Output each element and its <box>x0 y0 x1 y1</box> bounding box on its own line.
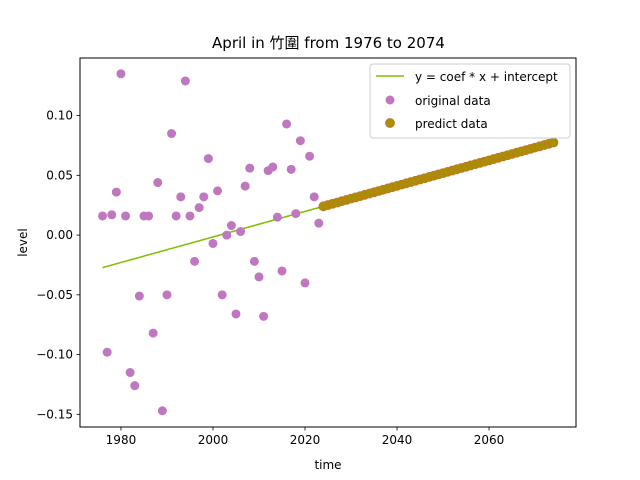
original-data-point <box>226 221 236 231</box>
original-data-point <box>268 162 278 172</box>
original-data-point <box>236 227 246 237</box>
original-data-point <box>130 381 140 391</box>
original-data-point <box>153 178 163 188</box>
original-data-point <box>185 211 195 221</box>
original-data-point <box>121 211 131 221</box>
original-data-point <box>314 218 324 228</box>
y-tick-label: −0.15 <box>36 407 73 421</box>
x-tick-label: 1980 <box>106 433 137 447</box>
y-tick-label: −0.05 <box>36 288 73 302</box>
original-data-point <box>213 186 223 196</box>
original-data-point <box>300 278 310 288</box>
original-data-point <box>116 69 126 79</box>
original-data-point <box>282 119 292 129</box>
original-data-point <box>286 164 296 174</box>
original-data-point <box>217 290 227 300</box>
original-data-point <box>203 154 213 164</box>
y-tick-label: 0.05 <box>46 168 73 182</box>
original-data-point <box>222 230 232 240</box>
original-data-point <box>157 406 167 416</box>
original-data-point <box>162 290 172 300</box>
original-data-point <box>171 211 181 221</box>
original-data-point <box>148 328 158 338</box>
y-tick-label: 0.10 <box>46 109 73 123</box>
original-data-point <box>190 256 200 266</box>
x-tick-label: 2000 <box>198 433 229 447</box>
original-data-point <box>144 211 154 221</box>
legend-label-predict: predict data <box>415 117 488 131</box>
legend-original-marker <box>385 95 395 105</box>
legend: y = coef * x + intercept original data p… <box>369 63 571 139</box>
original-data-point <box>167 129 177 139</box>
chart-title: April in 竹圍 from 1976 to 2074 <box>212 34 445 52</box>
legend-predict-marker <box>385 118 395 128</box>
original-data-point <box>277 266 287 276</box>
original-data-point <box>231 309 241 319</box>
axes-frame <box>79 57 577 428</box>
original-data-point <box>305 151 315 161</box>
x-tick-label: 2020 <box>290 433 321 447</box>
original-data-point <box>176 192 186 202</box>
legend-label-fit: y = coef * x + intercept <box>415 70 558 84</box>
original-data-point <box>291 209 301 219</box>
y-tick-label: 0.00 <box>46 228 73 242</box>
original-data-point <box>194 203 204 213</box>
original-data-point <box>208 238 218 248</box>
original-data-point <box>199 192 209 202</box>
original-data-point <box>240 181 250 191</box>
original-data-point <box>98 211 108 221</box>
plot-area <box>98 69 559 416</box>
original-data-point <box>107 210 117 220</box>
original-data-point <box>309 192 319 202</box>
y-tick-label: −0.10 <box>36 348 73 362</box>
original-data-point <box>125 368 135 378</box>
predict-data-point <box>548 137 559 148</box>
original-data-point <box>254 272 264 282</box>
x-tick-label: 2040 <box>382 433 413 447</box>
original-data-point <box>272 212 282 222</box>
original-data-point <box>295 136 305 146</box>
original-data-point <box>102 347 112 357</box>
original-data-point <box>249 256 259 266</box>
x-tick-label: 2060 <box>474 433 505 447</box>
original-data-point <box>111 187 121 197</box>
y-axis-label: level <box>16 228 30 257</box>
original-data-point <box>180 76 190 86</box>
axis-ticks: 1980 2000 2020 2040 2060 −0.15 −0.10 −0.05 0.00 0… <box>36 109 504 447</box>
legend-label-original: original data <box>415 94 491 108</box>
x-axis-label: time <box>314 458 341 472</box>
legend-frame <box>369 63 571 139</box>
original-data-point <box>259 311 269 321</box>
original-data-point <box>245 163 255 173</box>
original-data-point <box>134 291 144 301</box>
